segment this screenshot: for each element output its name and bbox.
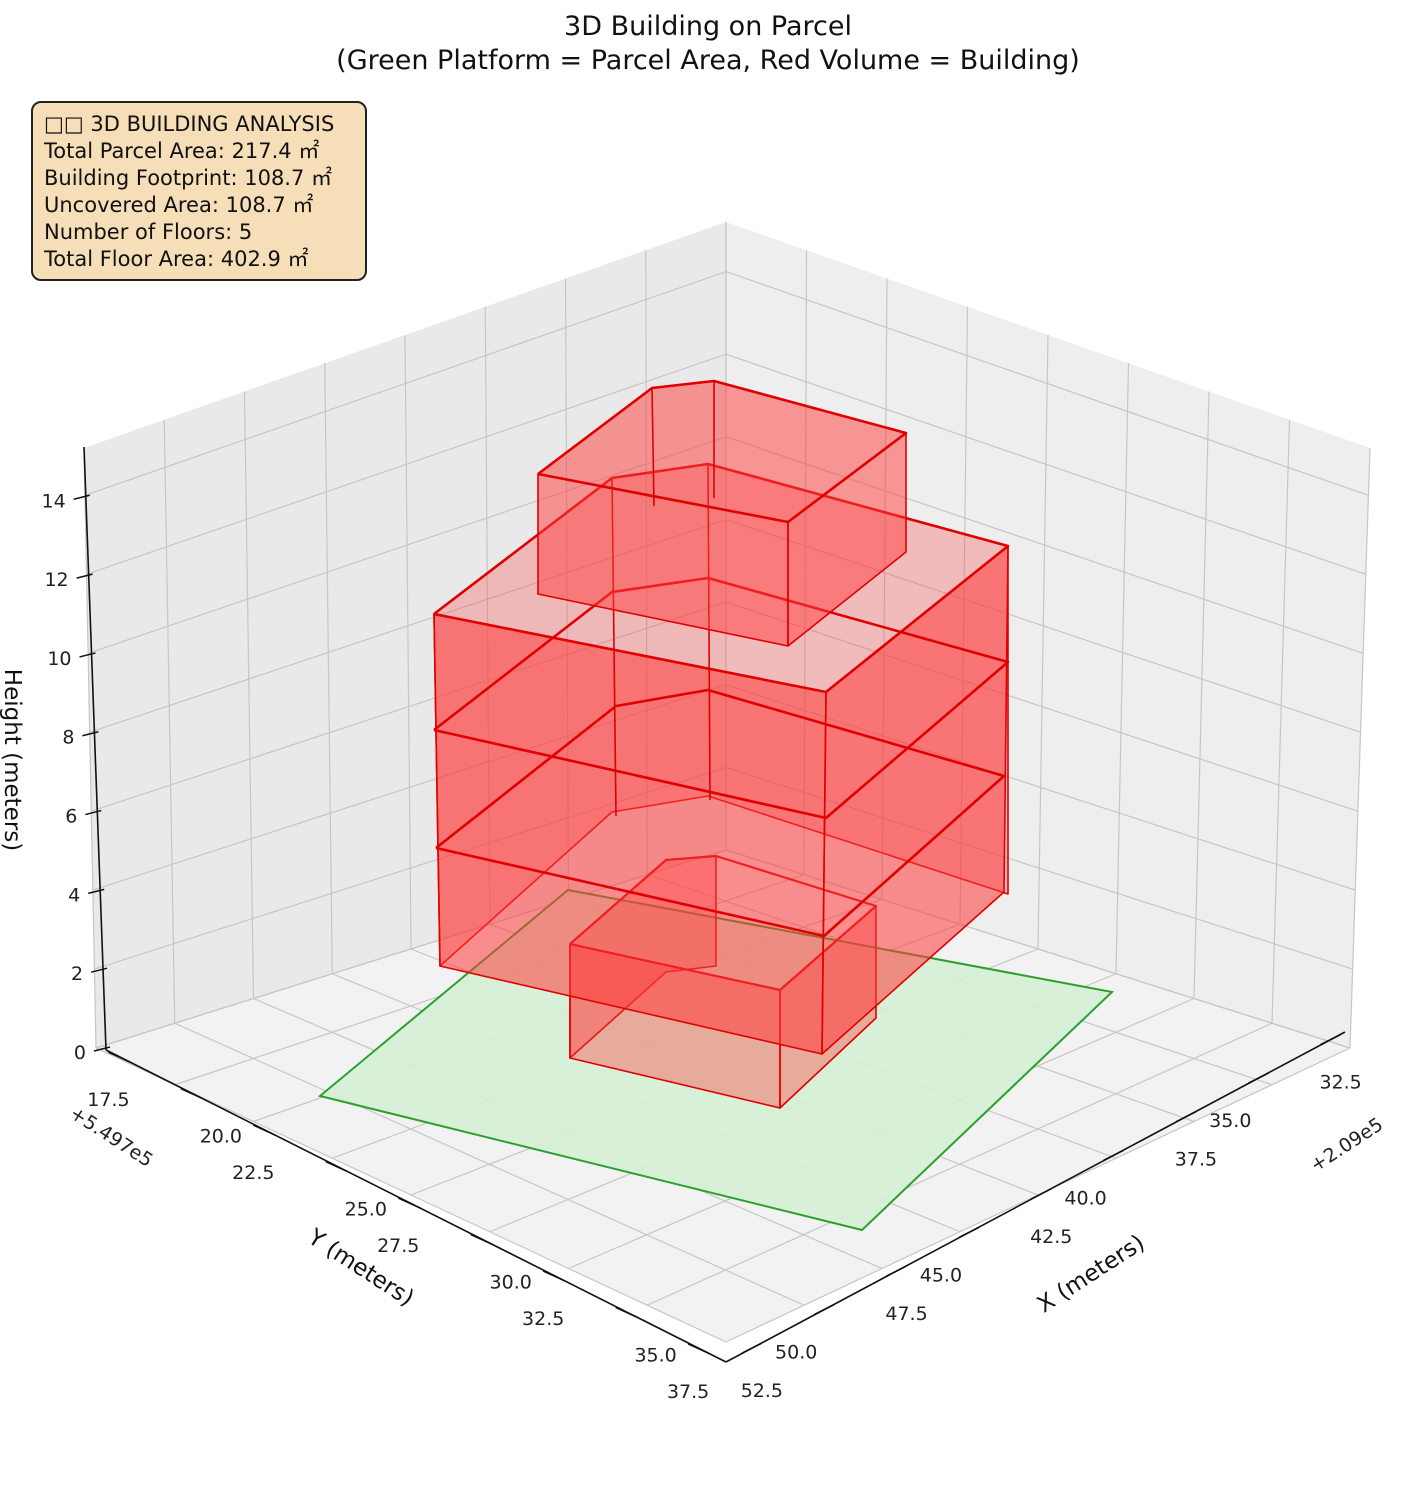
x-tick-mark bbox=[813, 1303, 835, 1316]
y-tick-mark bbox=[615, 1306, 638, 1319]
wall-grid-line bbox=[1349, 447, 1371, 1049]
floor-slab-line bbox=[435, 688, 1006, 938]
y-tick-label: 17.5 bbox=[87, 1089, 129, 1111]
y-tick-label: 35.0 bbox=[634, 1344, 676, 1366]
z-axis-line bbox=[83, 446, 107, 1051]
y-tick-mark bbox=[108, 1051, 131, 1063]
wall-grid-line bbox=[1271, 419, 1291, 1024]
z-tick-mark bbox=[79, 652, 96, 658]
tick-labels: 32.5 35.0 37.5 40.0 42.5 45.0 47.5 50.0 52.5 17.5… bbox=[42, 490, 1362, 1403]
z-axis-label: Height (meters) bbox=[0, 669, 25, 851]
z-tick-label: 12 bbox=[44, 569, 68, 591]
y-tick-mark bbox=[470, 1233, 494, 1246]
analysis-info-box: □□ 3D BUILDING ANALYSIS Total Parcel Are… bbox=[31, 101, 367, 281]
wall-grid-line bbox=[1115, 363, 1130, 974]
x-tick-label: 42.5 bbox=[1030, 1226, 1072, 1248]
floor-slab-line bbox=[433, 576, 1010, 820]
z-tick-mark bbox=[93, 1046, 111, 1052]
y-tick-label: 32.5 bbox=[522, 1308, 564, 1330]
y-tick-label: 25.0 bbox=[345, 1199, 387, 1221]
top-block-edge bbox=[651, 387, 655, 507]
x-tick-mark bbox=[1103, 1149, 1124, 1161]
y-tick-mark bbox=[253, 1124, 276, 1136]
wall-grid-line bbox=[86, 353, 1366, 575]
info-heading: □□ 3D BUILDING ANALYSIS bbox=[44, 112, 335, 136]
x-tick-mark bbox=[1320, 1033, 1341, 1046]
x-tick-mark bbox=[958, 1226, 980, 1239]
z-tick-mark bbox=[82, 731, 99, 737]
info-building-footprint: Building Footprint: 108.7 ㎡ bbox=[44, 166, 333, 190]
y-axis-offset-label: +5.497e5 bbox=[66, 1102, 157, 1172]
y-tick-label: 37.5 bbox=[667, 1381, 709, 1403]
wall-grid-line bbox=[404, 334, 412, 950]
wall-grid-line bbox=[83, 447, 97, 1049]
z-tick-mark bbox=[88, 888, 105, 895]
wall-grid-line bbox=[243, 391, 255, 999]
y-tick-label: 22.5 bbox=[232, 1162, 274, 1184]
x-tick-label: 37.5 bbox=[1175, 1149, 1217, 1171]
x-tick-mark bbox=[1175, 1111, 1197, 1123]
y-tick-label: 27.5 bbox=[377, 1235, 419, 1257]
z-tick-label: 8 bbox=[62, 727, 74, 749]
chart-title-line2: (Green Platform = Parcel Area, Red Volum… bbox=[336, 45, 1080, 76]
x-tick-mark bbox=[741, 1342, 763, 1354]
plot-geometry bbox=[317, 379, 1115, 1232]
floor-grid-line bbox=[647, 1022, 1273, 1306]
wall-grid-line bbox=[84, 270, 1369, 496]
x-tick-label: 45.0 bbox=[920, 1264, 962, 1286]
z-tick-mark bbox=[90, 967, 108, 973]
x-tick-label: 52.5 bbox=[741, 1380, 783, 1402]
x-tick-label: 50.0 bbox=[775, 1342, 817, 1364]
info-uncovered-area: Uncovered Area: 108.7 ㎡ bbox=[44, 193, 314, 217]
z-tick-label: 0 bbox=[74, 1042, 86, 1064]
tick-marks bbox=[73, 494, 1341, 1355]
y-tick-mark bbox=[180, 1088, 204, 1100]
x-tick-mark bbox=[886, 1265, 907, 1277]
top-block-outline bbox=[537, 379, 908, 524]
z-tick-label: 2 bbox=[71, 963, 83, 985]
x-tick-label: 32.5 bbox=[1319, 1072, 1361, 1094]
z-tick-label: 4 bbox=[68, 884, 80, 906]
x-tick-mark bbox=[1247, 1072, 1269, 1084]
z-tick-label: 10 bbox=[47, 648, 71, 670]
z-tick-mark bbox=[76, 573, 93, 579]
y-tick-mark bbox=[687, 1343, 711, 1355]
wall-grid-line bbox=[163, 419, 176, 1024]
x-tick-label: 35.0 bbox=[1209, 1110, 1251, 1132]
x-tick-label: 47.5 bbox=[885, 1303, 927, 1325]
z-tick-label: 6 bbox=[65, 806, 77, 828]
info-total-parcel-area: Total Parcel Area: 217.4 ㎡ bbox=[44, 139, 320, 163]
z-tick-mark bbox=[73, 494, 90, 501]
x-axis-offset-label: +2.09e5 bbox=[1306, 1113, 1387, 1176]
y-tick-mark bbox=[397, 1197, 421, 1209]
chart-title-line1: 3D Building on Parcel bbox=[564, 11, 852, 42]
y-tick-label: 20.0 bbox=[200, 1126, 242, 1148]
chart-title: 3D Building on Parcel (Green Platform = … bbox=[0, 10, 1416, 78]
x-tick-label: 40.0 bbox=[1064, 1187, 1106, 1209]
z-tick-label: 14 bbox=[42, 490, 66, 512]
y-tick-mark bbox=[325, 1160, 349, 1173]
wall-grid-line bbox=[1193, 391, 1210, 999]
x-tick-mark bbox=[1030, 1188, 1052, 1200]
wall-grid-line bbox=[1037, 334, 1049, 950]
info-number-of-floors: Number of Floors: 5 bbox=[44, 220, 253, 244]
y-tick-mark bbox=[542, 1270, 566, 1282]
y-tick-label: 30.0 bbox=[490, 1272, 532, 1294]
z-tick-mark bbox=[85, 809, 102, 816]
wall-grid-line bbox=[324, 363, 333, 974]
info-total-floor-area: Total Floor Area: 402.9 ㎡ bbox=[44, 247, 309, 271]
